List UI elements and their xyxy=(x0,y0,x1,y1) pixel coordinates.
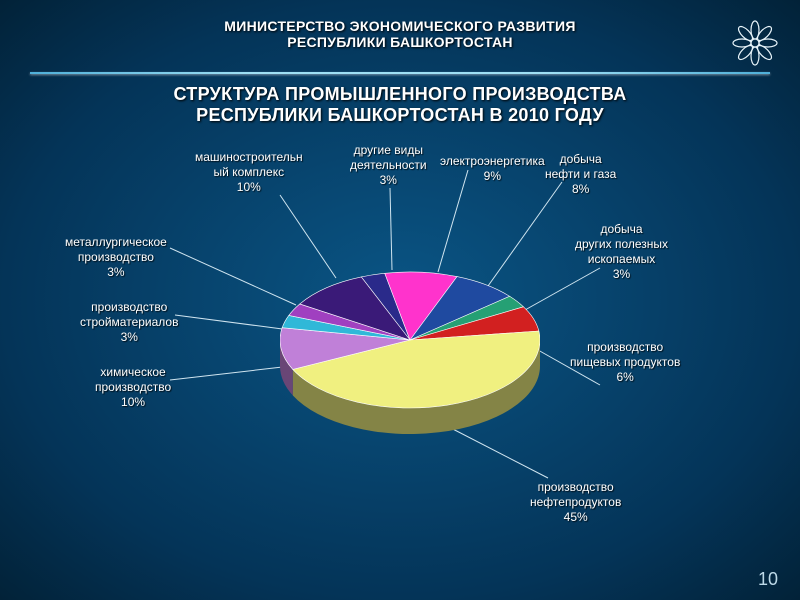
chart-title-line2: РЕСПУБЛИКИ БАШКОРТОСТАН В 2010 ГОДУ xyxy=(0,105,800,126)
pie-chart: другие виды деятельности 3% электроэнерге… xyxy=(0,140,800,570)
page-number: 10 xyxy=(758,569,778,590)
flower-emblem-icon xyxy=(730,18,780,68)
slice-label: металлургическое производство 3% xyxy=(65,235,167,280)
slice-label: производство пищевых продуктов 6% xyxy=(570,340,680,385)
leader-line xyxy=(280,195,336,278)
leader-line xyxy=(175,315,290,330)
slice-label: электроэнергетика 9% xyxy=(440,154,545,184)
header-divider xyxy=(30,72,770,74)
slice-label: производство нефтепродуктов 45% xyxy=(530,480,621,525)
slice-label: машиностроительн ый комплекс 10% xyxy=(195,150,303,195)
leader-line xyxy=(170,248,296,305)
ministry-line1: МИНИСТЕРСТВО ЭКОНОМИЧЕСКОГО РАЗВИТИЯ xyxy=(0,18,800,34)
pie-svg xyxy=(280,270,540,470)
ministry-line2: РЕСПУБЛИКИ БАШКОРТОСТАН xyxy=(0,34,800,50)
leader-line xyxy=(390,188,392,270)
slice-label: добыча нефти и газа 8% xyxy=(545,152,616,197)
chart-title-line1: СТРУКТУРА ПРОМЫШЛЕННОГО ПРОИЗВОДСТВА xyxy=(0,84,800,105)
slice-label: химическое производство 10% xyxy=(95,365,171,410)
pie-wrap xyxy=(280,270,540,440)
leader-line xyxy=(438,170,468,272)
slice-label: производство стройматериалов 3% xyxy=(80,300,178,345)
chart-title: СТРУКТУРА ПРОМЫШЛЕННОГО ПРОИЗВОДСТВА РЕС… xyxy=(0,84,800,126)
slice-label: добыча других полезных ископаемых 3% xyxy=(575,222,668,282)
ministry-header: МИНИСТЕРСТВО ЭКОНОМИЧЕСКОГО РАЗВИТИЯ РЕС… xyxy=(0,0,800,50)
slice-label: другие виды деятельности 3% xyxy=(350,143,427,188)
